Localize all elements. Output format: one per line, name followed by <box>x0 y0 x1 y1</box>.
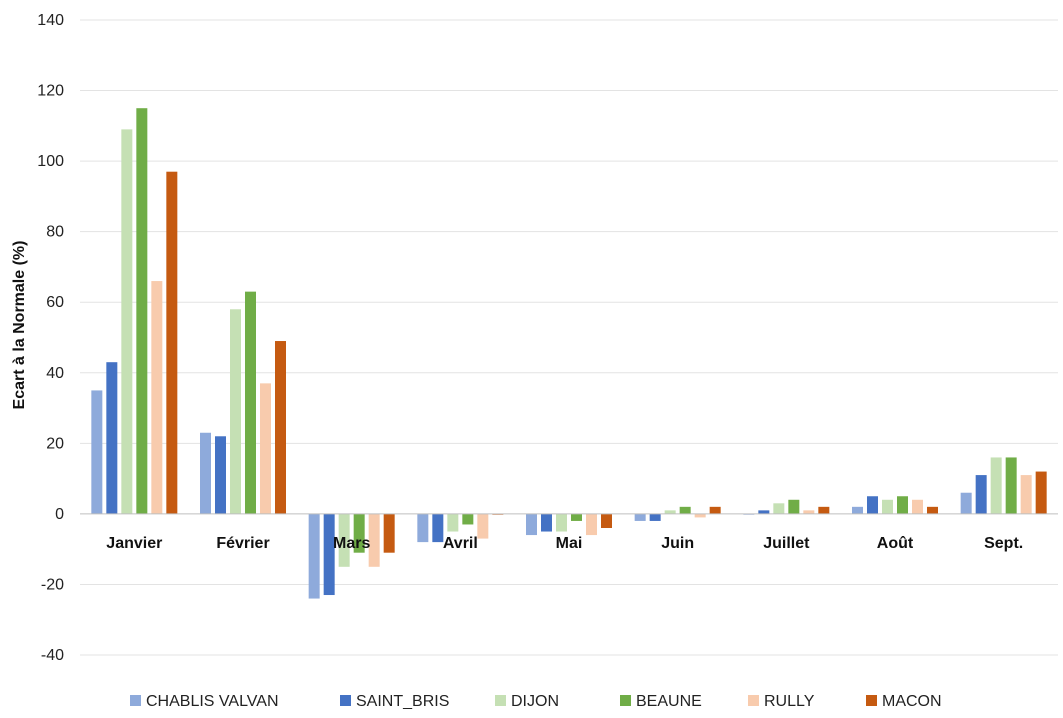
bar <box>106 362 118 514</box>
bar <box>679 506 691 514</box>
x-category-label: Sept. <box>984 535 1023 552</box>
bars <box>91 108 1047 599</box>
legend: CHABLIS VALVAN SAINT_BRIS DIJON BEAUNE RULLY… <box>130 693 942 710</box>
bar <box>960 492 972 514</box>
bar <box>260 383 271 514</box>
bar <box>432 513 444 543</box>
x-category-label: Août <box>877 535 914 552</box>
bar <box>215 436 226 514</box>
bar <box>867 496 878 514</box>
bar <box>975 475 987 514</box>
x-axis-labels: Janvier Février Mars Avril Mai Juin Juillet Aoû… <box>106 535 1023 552</box>
x-category-label: Mars <box>333 535 370 552</box>
bar <box>788 499 800 514</box>
bar <box>462 513 474 525</box>
bar <box>308 513 320 599</box>
bar <box>709 506 721 514</box>
x-category-label: Juin <box>661 535 694 552</box>
bar <box>634 513 646 521</box>
bar <box>818 506 830 514</box>
legend-label: DIJON <box>511 693 559 710</box>
bar <box>1035 471 1047 514</box>
bar <box>230 309 241 514</box>
legend-label: CHABLIS VALVAN <box>146 693 279 710</box>
bar <box>1020 475 1032 514</box>
y-axis-ticks: -40 -20 0 20 40 60 80 100 120 140 <box>37 12 64 664</box>
bar <box>541 513 552 532</box>
bar <box>323 513 335 596</box>
legend-swatch <box>495 695 506 706</box>
bar <box>649 513 661 521</box>
bar <box>275 341 286 514</box>
y-axis-title: Ecart à la Normale (%) <box>11 241 28 410</box>
legend-swatch <box>620 695 631 706</box>
y-tick-label: 20 <box>46 435 64 452</box>
legend-label: SAINT_BRIS <box>356 693 449 710</box>
bar <box>927 506 938 514</box>
x-category-label: Avril <box>443 535 478 552</box>
y-tick-label: 140 <box>37 12 64 29</box>
bar <box>200 432 211 514</box>
bar <box>571 513 582 521</box>
bar <box>166 171 178 514</box>
y-tick-label: -40 <box>41 647 64 664</box>
bar <box>417 513 429 543</box>
bar <box>136 108 148 514</box>
y-tick-label: 40 <box>46 365 64 382</box>
bar <box>353 513 365 553</box>
bar <box>664 510 676 514</box>
x-category-label: Janvier <box>106 535 162 552</box>
bar <box>912 499 923 514</box>
bar <box>852 506 863 514</box>
bar <box>151 281 163 514</box>
bar <box>1005 457 1017 514</box>
bar <box>245 291 256 514</box>
bar <box>338 513 350 567</box>
bar <box>368 513 380 567</box>
y-tick-label: 120 <box>37 83 64 100</box>
legend-swatch <box>340 695 351 706</box>
y-tick-label: 60 <box>46 294 64 311</box>
legend-label: BEAUNE <box>636 693 702 710</box>
bar <box>773 503 785 514</box>
legend-swatch <box>748 695 759 706</box>
bar <box>586 513 597 536</box>
y-tick-label: 100 <box>37 153 64 170</box>
x-category-label: Mai <box>556 535 583 552</box>
x-category-label: Février <box>216 535 269 552</box>
bar <box>601 513 612 528</box>
bar <box>121 129 133 514</box>
gridlines <box>80 19 1058 656</box>
bar <box>882 499 893 514</box>
bar <box>556 513 567 532</box>
legend-swatch <box>866 695 877 706</box>
bar <box>897 496 908 514</box>
x-category-label: Juillet <box>763 535 810 552</box>
legend-swatch <box>130 695 141 706</box>
bar <box>91 390 103 514</box>
bar <box>803 510 815 514</box>
bar <box>990 457 1002 514</box>
y-tick-label: 80 <box>46 224 64 241</box>
bar <box>447 513 459 532</box>
y-tick-label: -20 <box>41 576 64 593</box>
y-tick-label: 0 <box>55 506 64 523</box>
bar <box>477 513 489 539</box>
legend-label: RULLY <box>764 693 815 710</box>
bar <box>694 513 706 518</box>
legend-label: MACON <box>882 693 942 710</box>
bar <box>383 513 395 553</box>
bar <box>758 510 770 514</box>
bar <box>526 513 537 536</box>
